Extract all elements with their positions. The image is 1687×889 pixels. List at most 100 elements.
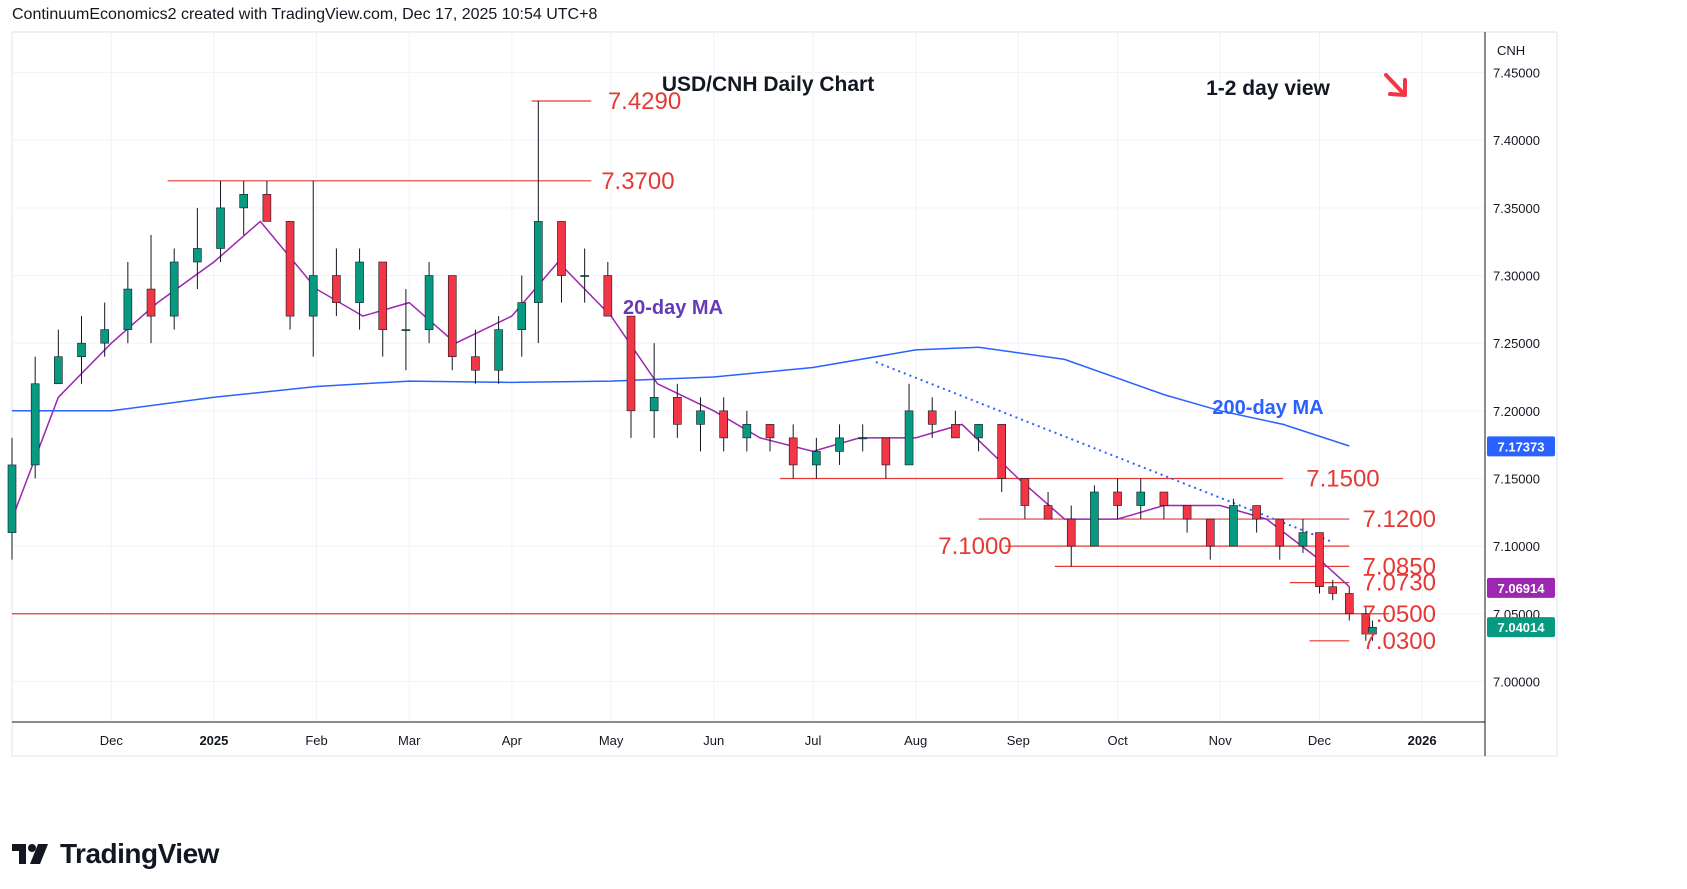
trendline <box>875 361 1334 544</box>
y-tick-label: 7.45000 <box>1493 66 1540 81</box>
candle-body <box>742 424 752 439</box>
chart-grid <box>11 31 1558 757</box>
x-tick-label: May <box>599 733 624 748</box>
level-label: 7.0300 <box>1363 628 1436 655</box>
x-tick-label: 2025 <box>199 733 228 748</box>
tradingview-logo-text: TradingView <box>60 838 219 869</box>
ma-20-label: 20-day MA <box>623 297 723 319</box>
candle-body <box>54 356 63 385</box>
chart-labels: 7.4290 7.3700 7.1500 7.1200 7.1000 7.08507.07… <box>601 73 1436 655</box>
candle-body <box>332 275 341 303</box>
candle-body <box>1020 478 1030 506</box>
candle-body <box>719 410 728 439</box>
candle-body <box>1344 593 1354 615</box>
x-tick-label: 2026 <box>1408 733 1437 748</box>
price-badge <box>1487 617 1555 638</box>
candle-body <box>1252 505 1261 520</box>
tradingview-logo[interactable]: TradingView <box>12 838 219 870</box>
candle-body <box>216 207 225 249</box>
level-label: 7.0730 <box>1363 570 1436 597</box>
candle-body <box>765 424 775 439</box>
candle-body <box>927 410 937 425</box>
level-label: 7.0500 <box>1363 601 1436 628</box>
candle-body <box>1090 491 1099 547</box>
candle-body <box>239 194 249 209</box>
candle-body <box>557 221 566 276</box>
candle-body <box>1368 626 1377 635</box>
y-tick-label: 7.10000 <box>1493 539 1540 554</box>
candle-body <box>471 356 480 371</box>
candle-body <box>1159 491 1169 506</box>
currency-label: CNH <box>1497 43 1525 58</box>
view-note: 1-2 day view <box>1206 77 1330 100</box>
y-tick-label: 7.20000 <box>1493 404 1540 419</box>
candle-body <box>146 288 156 317</box>
arrow-head <box>1388 78 1407 97</box>
y-tick-label: 7.15000 <box>1493 471 1540 486</box>
candle-body <box>1229 505 1238 547</box>
price-badge <box>1487 436 1555 457</box>
candle-body <box>378 261 388 330</box>
candle-body <box>649 396 659 412</box>
candle-body <box>1328 586 1338 594</box>
y-tick-label: 7.40000 <box>1493 133 1540 148</box>
x-tick-label: Mar <box>398 733 421 748</box>
candle-body <box>673 396 682 425</box>
y-tick-label: 7.30000 <box>1493 269 1540 284</box>
candle-body <box>1136 491 1146 506</box>
x-tick-label: Oct <box>1107 733 1128 748</box>
x-tick-label: Dec <box>1308 733 1332 748</box>
level-label: 7.1200 <box>1363 506 1436 533</box>
y-tick-label: 7.35000 <box>1493 201 1540 216</box>
candle-body <box>626 315 636 412</box>
tradingview-logo-icon <box>12 844 48 864</box>
candle-body <box>534 221 543 303</box>
candlestick-series <box>7 101 1377 641</box>
candle-body <box>30 383 40 466</box>
candle-body <box>123 288 133 330</box>
chart-title: USD/CNH Daily Chart <box>662 73 874 96</box>
candle-body <box>494 329 503 371</box>
candle-body <box>1275 518 1285 547</box>
x-tick-label: Dec <box>100 733 124 748</box>
x-tick-label: Sep <box>1007 733 1030 748</box>
candle-body <box>1182 505 1192 520</box>
candle-body <box>974 424 983 439</box>
plot-frame <box>11 31 1558 757</box>
x-tick-label: Nov <box>1209 733 1233 748</box>
candle-body <box>1113 491 1122 506</box>
candle-body <box>308 275 318 317</box>
candle-body <box>355 261 364 303</box>
candle-body <box>835 437 844 452</box>
candle-body <box>517 302 527 330</box>
candle-body <box>77 342 86 358</box>
candle-body <box>169 261 179 317</box>
chart-header: ContinuumEconomics2 created with Trading… <box>12 6 597 24</box>
candle-body <box>100 329 109 344</box>
candle-body <box>447 275 457 358</box>
candle-body <box>881 437 891 466</box>
candle-body <box>788 437 798 466</box>
ma-200-label: 200-day MA <box>1212 397 1323 419</box>
candle-body <box>262 194 272 222</box>
candle-body <box>424 275 434 330</box>
level-label: 7.1500 <box>1306 465 1379 492</box>
candle-body <box>951 424 960 439</box>
support-resistance-levels <box>12 100 1390 642</box>
level-label: 7.3700 <box>601 168 674 195</box>
candle-body <box>1298 532 1308 547</box>
candle-body <box>1066 518 1076 547</box>
candle-body <box>1315 532 1324 588</box>
x-tick-label: Jul <box>805 733 822 748</box>
chart-axes: CNH7.000007.050007.100007.150007.200007.… <box>12 32 1555 756</box>
candle-body <box>997 424 1007 479</box>
candle-body <box>580 275 589 277</box>
y-tick-label: 7.25000 <box>1493 336 1540 351</box>
candle-body <box>696 410 705 425</box>
level-label: 7.1000 <box>938 533 1011 560</box>
candle-body <box>401 329 411 331</box>
candle-body <box>1361 613 1371 635</box>
arrow-shaft <box>1384 73 1406 96</box>
candle-body <box>193 248 202 263</box>
